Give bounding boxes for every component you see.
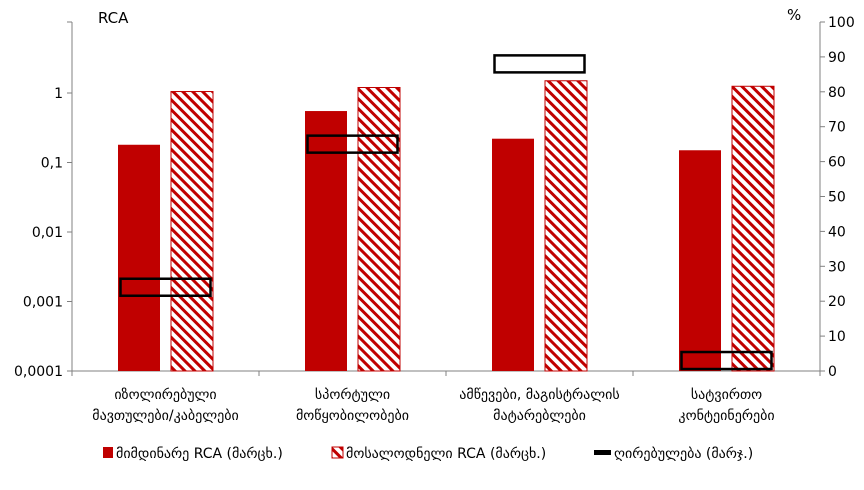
right-tick-label: 10 <box>828 329 846 345</box>
right-tick-label: 40 <box>828 224 846 240</box>
left-tick-label: 0,1 <box>41 156 63 172</box>
legend-swatch-value <box>594 450 611 455</box>
marker-value <box>119 277 212 297</box>
bar-current-rca <box>118 144 160 371</box>
bar-current-rca <box>305 111 347 371</box>
right-tick-label: 70 <box>828 120 846 136</box>
right-axis-label: % <box>787 6 801 24</box>
category-label: მოწყობილობები <box>296 408 409 424</box>
bar-expected-rca <box>170 91 214 372</box>
category-label: სატვირთო <box>691 386 762 403</box>
right-tick-label: 0 <box>828 364 837 380</box>
left-tick-label: 0,001 <box>23 295 63 311</box>
right-tick-label: 90 <box>828 50 846 66</box>
legend-swatch-current <box>103 447 113 458</box>
right-tick-label: 100 <box>828 15 855 31</box>
bar-current-rca <box>492 138 534 371</box>
marker-value <box>493 54 586 74</box>
legend-swatch-expected <box>331 446 344 459</box>
category-label: მავთულები/კაბელები <box>92 408 238 424</box>
left-tick-label: 0,01 <box>32 225 63 241</box>
bar-expected-rca <box>544 80 588 372</box>
left-axis-label: RCA <box>98 9 129 27</box>
legend-label-value: ღირებულება (მარჯ.) <box>614 445 753 462</box>
category-label: სპორტული <box>315 386 390 403</box>
legend-label-expected: მოსალოდნელი RCA (მარცხ.) <box>346 445 546 462</box>
marker-value <box>306 134 399 154</box>
bar-expected-rca <box>357 86 401 372</box>
category-label: კონტეინერები <box>678 407 774 424</box>
right-tick-label: 30 <box>828 259 846 275</box>
right-tick-label: 50 <box>828 190 846 206</box>
left-tick-label: 0,0001 <box>14 364 63 380</box>
right-tick-label: 80 <box>828 85 846 101</box>
category-label: იზოლირებული <box>114 386 216 403</box>
bar-expected-rca <box>731 85 775 372</box>
left-tick-label: 1 <box>54 86 63 102</box>
category-label: ამწევები, მაგისტრალის <box>459 386 619 403</box>
category-label: მატარებლები <box>493 407 586 424</box>
bar-current-rca <box>679 150 721 371</box>
right-tick-label: 60 <box>828 155 846 171</box>
legend-label-current: მიმდინარე RCA (მარცხ.) <box>116 445 283 462</box>
marker-value <box>680 350 773 371</box>
right-tick-label: 20 <box>828 294 846 310</box>
